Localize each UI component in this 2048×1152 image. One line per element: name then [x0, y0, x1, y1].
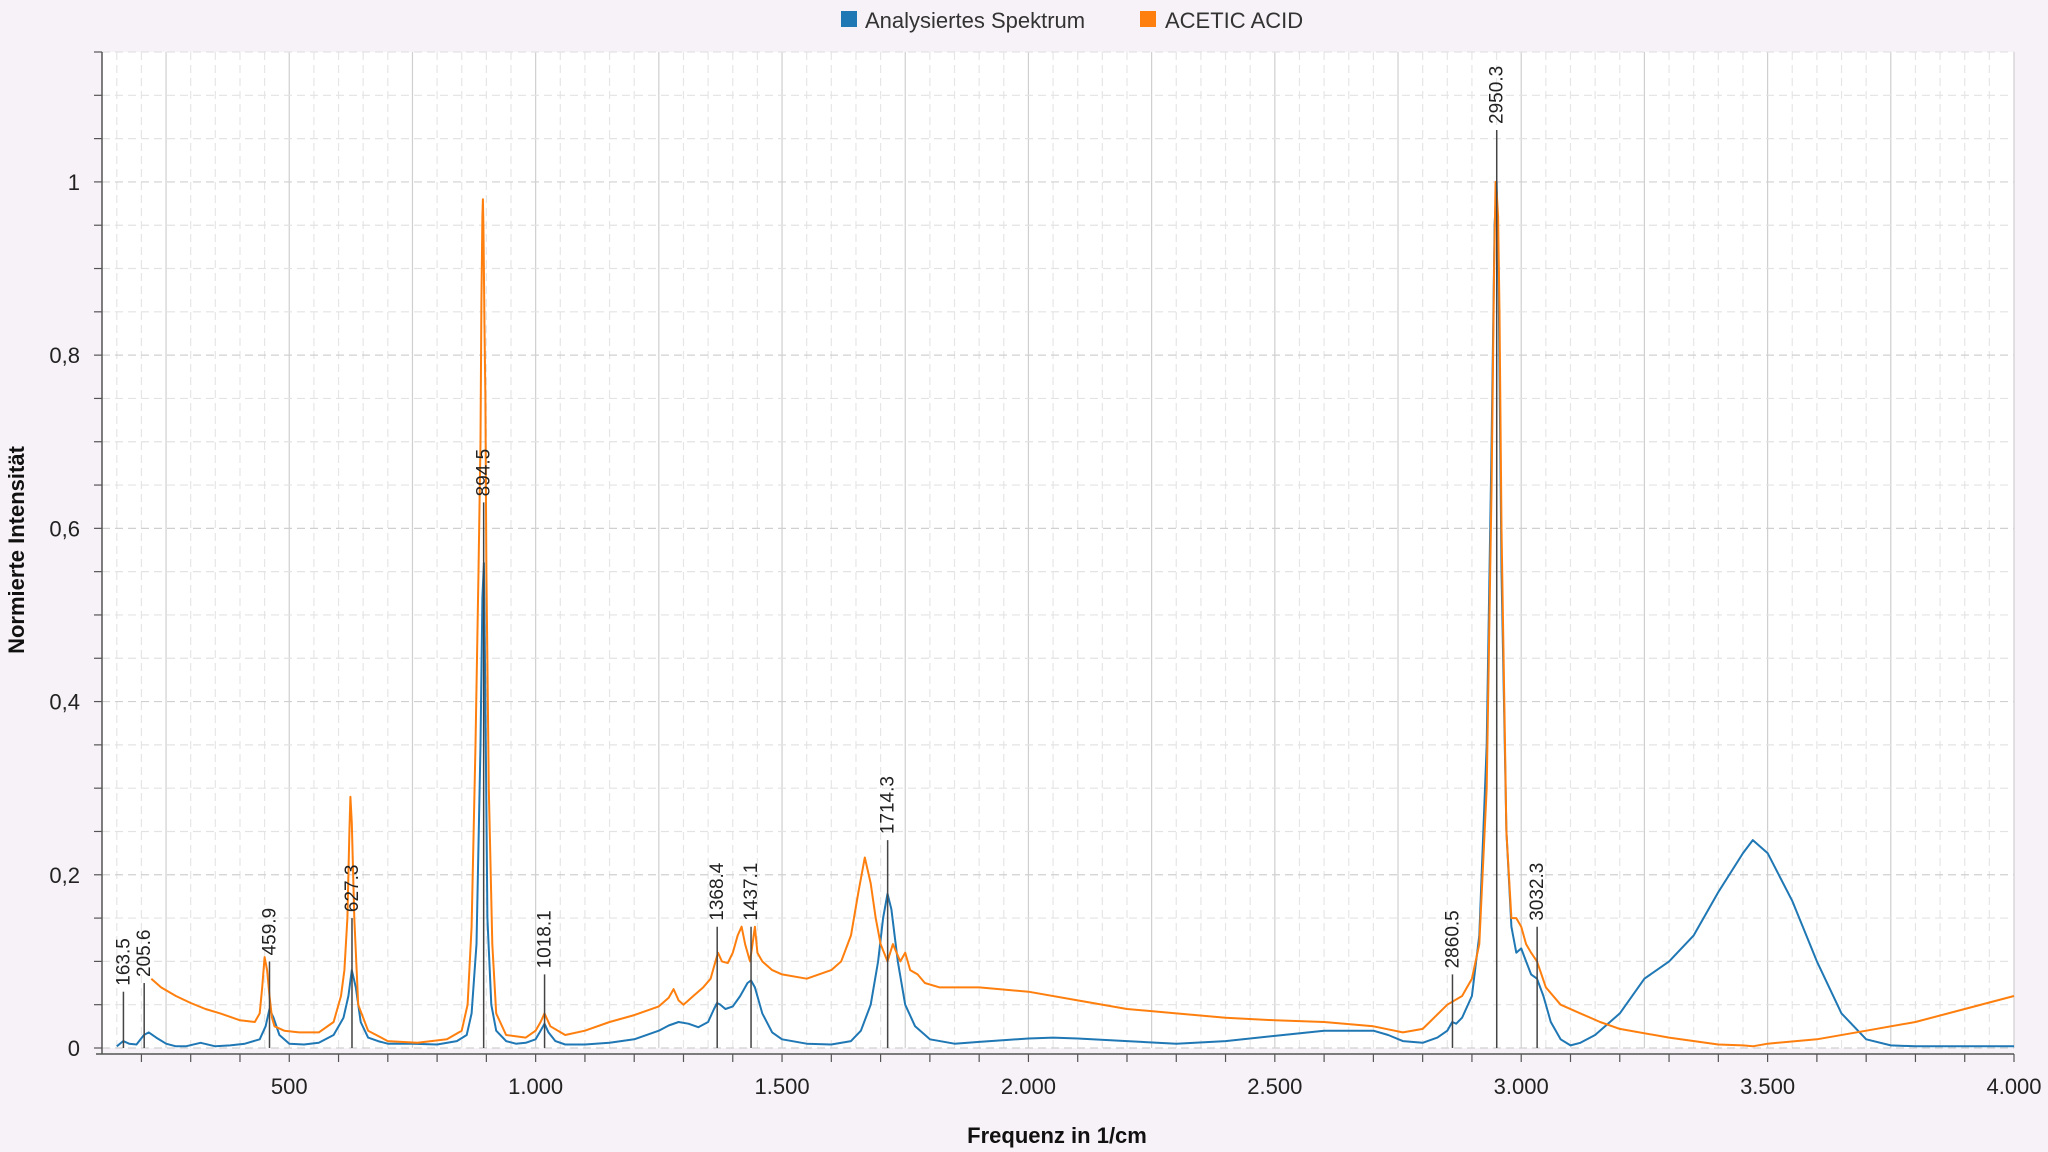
x-tick-label: 1.000: [508, 1074, 563, 1099]
legend-swatch-analysiertes-spektrum: [841, 11, 857, 27]
peak-label: 1714.3: [878, 776, 899, 834]
peak-label: 1437.1: [741, 863, 762, 921]
y-axis-title: Normierte Intensität: [4, 445, 29, 653]
legend-swatch-acetic-acid: [1140, 11, 1156, 27]
peak-label: 1018.1: [535, 910, 556, 968]
x-tick-label: 500: [271, 1074, 308, 1099]
series-line-analysiertes-spektrum: [116, 180, 2014, 1048]
legend-label-acetic-acid: ACETIC ACID: [1165, 8, 1303, 33]
x-tick-label: 2.000: [1001, 1074, 1056, 1099]
grid: [102, 51, 2015, 1049]
y-tick-label: 0,2: [49, 863, 80, 888]
y-tick-label: 0: [68, 1036, 80, 1061]
series-line-acetic-acid: [150, 180, 2015, 1048]
y-tick-label: 0,6: [49, 516, 80, 541]
plot-area: [102, 52, 2014, 1048]
y-tick-label: 1: [68, 170, 80, 195]
peak-label: 459.9: [259, 908, 280, 956]
peak-label: 3032.3: [1527, 863, 1548, 921]
legend: Analysiertes Spektrum ACETIC ACID: [841, 8, 1303, 33]
x-tick-label: 2.500: [1247, 1074, 1302, 1099]
x-tick-label: 1.500: [755, 1074, 810, 1099]
x-tick-label: 3.000: [1494, 1074, 1549, 1099]
series-lines: [116, 180, 2015, 1048]
x-axis-title: Frequenz in 1/cm: [967, 1123, 1147, 1148]
peak-label: 627.3: [342, 865, 363, 913]
x-tick-label: 3.500: [1740, 1074, 1795, 1099]
y-tick-label: 0,8: [49, 343, 80, 368]
peak-label: 163.5: [113, 938, 134, 986]
peak-label: 205.6: [134, 929, 155, 977]
peak-markers: 163.5 205.6 459.9 627.3 894.5 1018.1 1368.4 143…: [113, 66, 1548, 1048]
x-tick-label: 4.000: [1986, 1074, 2041, 1099]
peak-label: 2860.5: [1442, 910, 1463, 968]
axes: 500 1.000 1.500 2.000 2.500 3.000 3.500 4.000 0 0…: [49, 51, 2042, 1099]
peak-label: 1368.4: [707, 862, 728, 921]
y-tick-label: 0,4: [49, 690, 80, 715]
peak-label: 894.5: [474, 449, 495, 497]
legend-label-analysiertes-spektrum: Analysiertes Spektrum: [865, 8, 1085, 33]
peak-label: 2950.3: [1487, 66, 1508, 124]
